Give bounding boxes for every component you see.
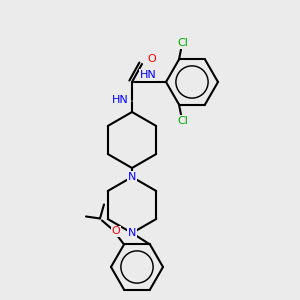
Text: HN: HN: [112, 95, 128, 105]
Text: Cl: Cl: [178, 116, 188, 125]
Text: N: N: [128, 172, 136, 182]
Text: O: O: [148, 54, 156, 64]
Text: HN: HN: [140, 70, 156, 80]
Text: O: O: [112, 226, 120, 236]
Text: Cl: Cl: [178, 38, 188, 49]
Text: N: N: [128, 228, 136, 238]
